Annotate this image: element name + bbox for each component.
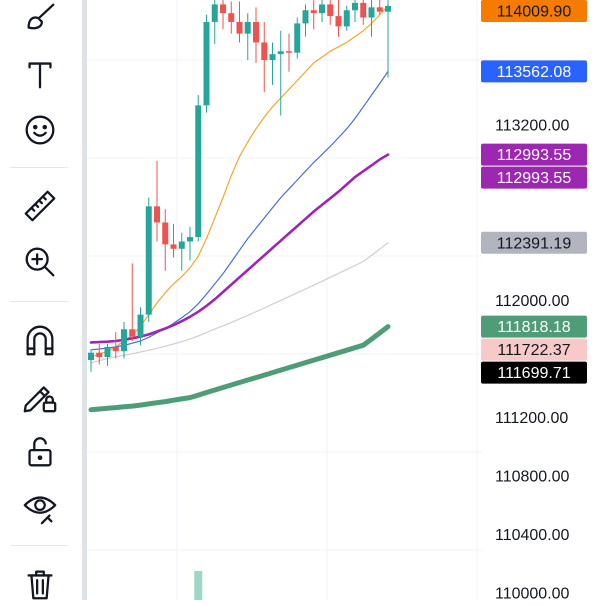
price-axis-label-3: 110800.00: [495, 469, 570, 486]
unlock-icon: [28, 437, 52, 467]
moving-average-line-0: [90, 5, 389, 358]
candle-0: [88, 349, 94, 372]
ruler-tool-button[interactable]: [14, 184, 66, 228]
candle-29: [327, 0, 334, 25]
svg-text:112993.55: 112993.55: [497, 147, 572, 164]
candle-8: [154, 160, 160, 242]
candle-3: [112, 332, 119, 359]
svg-text:112391.19: 112391.19: [497, 235, 572, 252]
moving-average-line-2: [89, 153, 390, 344]
candle-6: [137, 307, 144, 346]
moving-average-lines: [88, 5, 391, 413]
price-tag-2: 112993.55: [481, 143, 587, 166]
zoom-in-tool-button[interactable]: [14, 240, 66, 284]
zoom-in-icon: [25, 247, 55, 277]
candle-24: [286, 33, 292, 72]
candle-15: [211, 0, 218, 44]
brush-icon: [27, 3, 55, 30]
candle-20: [253, 7, 259, 63]
moving-average-line-3: [90, 242, 389, 364]
price-tag-0: 114009.90: [481, 0, 587, 22]
price-tag-4: 112391.19: [481, 231, 587, 254]
candle-31: [343, 5, 350, 31]
pencil-lock-icon: [23, 386, 57, 413]
lock-drawings-tool-button[interactable]: [14, 374, 66, 418]
candle-28: [319, 0, 325, 22]
price-axis-label-4: 110400.00: [495, 527, 570, 544]
candle-32: [352, 0, 358, 22]
moving-average-line-1: [90, 70, 389, 351]
price-tag-5: 111818.18: [481, 315, 587, 338]
candle-9: [162, 209, 169, 271]
magnet-tool-button[interactable]: [14, 318, 66, 362]
text-icon: [28, 62, 52, 89]
candle-11: [178, 232, 185, 271]
eye-icon: [23, 496, 57, 525]
text-tool-button[interactable]: [14, 52, 66, 96]
price-axis-label-0: 113200.00: [495, 117, 570, 134]
candle-30: [335, 0, 342, 37]
price-tag-1: 113562.08: [481, 60, 587, 83]
price-axis-label-1: 112000.00: [495, 293, 570, 310]
candle-1: [96, 343, 103, 365]
candle-34: [368, 0, 375, 37]
candle-2: [104, 343, 111, 366]
unlock-tool-button[interactable]: [14, 430, 66, 474]
toolbar-divider: [10, 167, 68, 168]
candle-16: [220, 0, 226, 30]
candle-23: [277, 30, 284, 116]
price-axis[interactable]: 113200.00 112000.00 111200.00 110800.00 1104…: [495, 117, 570, 600]
emoji-tool-button[interactable]: [14, 108, 66, 152]
candle-36: [385, 0, 391, 78]
candle-21: [261, 21, 268, 93]
brush-tool-button[interactable]: [14, 0, 66, 40]
price-tags: 114009.90 113562.08 112993.55 112993.55 1123…: [481, 0, 587, 384]
candle-10: [170, 223, 177, 258]
candle-26: [302, 4, 309, 37]
drawing-toolbar: [0, 0, 82, 600]
candle-35: [376, 0, 383, 15]
candle-5: [129, 263, 136, 341]
svg-text:111699.71: 111699.71: [497, 365, 570, 382]
delete-tool-button[interactable]: [14, 562, 66, 606]
price-tag-7: 111699.71: [481, 361, 587, 384]
trash-icon: [27, 570, 53, 600]
toolbar-edge: [82, 0, 87, 600]
chart-grid: [87, 0, 482, 600]
candlesticks: [88, 0, 391, 372]
candle-19: [244, 13, 251, 60]
candle-12: [187, 226, 193, 261]
candle-18: [236, 1, 243, 43]
candle-13: [195, 95, 202, 242]
toolbar-divider: [10, 545, 68, 546]
volume-bars: [194, 571, 203, 600]
volume-bar-0: [194, 571, 203, 600]
toolbar-divider: [10, 301, 68, 302]
moving-average-line-4: [88, 324, 391, 413]
svg-text:114009.90: 114009.90: [497, 4, 572, 21]
candle-22: [269, 42, 276, 85]
chart-canvas[interactable]: 113200.00 112000.00 111200.00 110800.00 1104…: [87, 0, 600, 600]
price-axis-label-2: 111200.00: [495, 410, 568, 427]
svg-text:113562.08: 113562.08: [497, 64, 572, 81]
candle-33: [360, 0, 367, 25]
hide-drawings-tool-button[interactable]: [14, 486, 66, 530]
candle-27: [310, 0, 317, 30]
svg-text:112993.55: 112993.55: [497, 170, 572, 187]
svg-text:111818.18: 111818.18: [497, 319, 570, 336]
magnet-icon: [26, 325, 54, 356]
candle-7: [145, 197, 152, 322]
price-axis-label-5: 110000.00: [495, 586, 570, 600]
candle-14: [203, 14, 210, 113]
candle-17: [228, 1, 235, 34]
price-tag-3: 112993.55: [481, 166, 587, 189]
price-chart[interactable]: 113200.00 112000.00 111200.00 110800.00 1104…: [87, 0, 600, 600]
svg-text:111722.37: 111722.37: [497, 342, 570, 359]
emoji-icon: [25, 115, 55, 145]
price-tag-6: 111722.37: [481, 338, 587, 361]
ruler-icon: [24, 190, 56, 222]
candle-25: [294, 17, 301, 59]
candle-4: [121, 321, 127, 359]
